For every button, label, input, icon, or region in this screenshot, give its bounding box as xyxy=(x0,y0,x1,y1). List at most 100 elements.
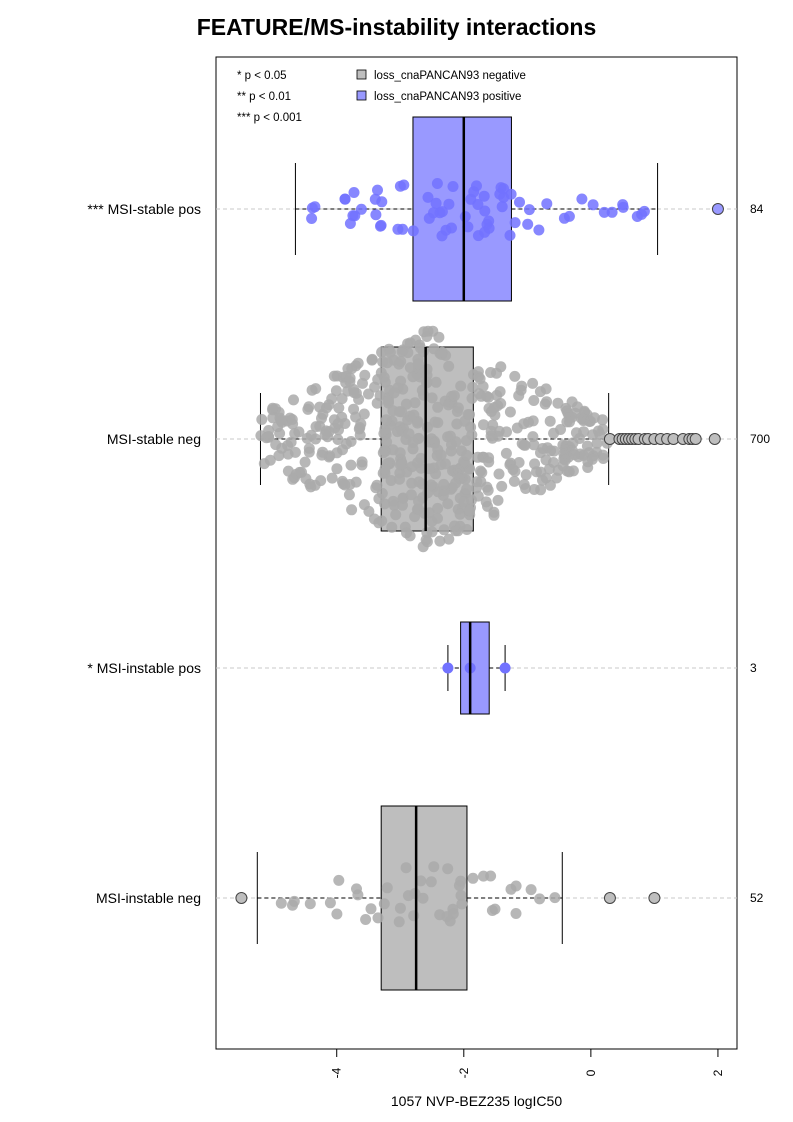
data-point xyxy=(309,479,321,491)
data-point xyxy=(352,357,364,369)
data-point xyxy=(465,421,477,433)
x-tick-label: -4 xyxy=(330,1067,344,1078)
data-point xyxy=(492,494,504,506)
data-point xyxy=(552,397,564,409)
data-point xyxy=(523,204,535,216)
data-point xyxy=(408,910,420,922)
data-point xyxy=(328,414,340,426)
data-point xyxy=(357,377,368,389)
data-point xyxy=(474,373,486,385)
data-point xyxy=(394,406,405,418)
data-point xyxy=(444,430,456,442)
data-point xyxy=(559,454,571,466)
data-point xyxy=(380,427,392,439)
data-point xyxy=(522,218,534,230)
data-point xyxy=(275,897,287,909)
data-point xyxy=(509,217,521,229)
data-point xyxy=(326,472,338,484)
data-point xyxy=(461,449,473,461)
data-point xyxy=(528,439,540,451)
data-point xyxy=(489,903,501,915)
data-point xyxy=(432,502,444,514)
chart-title: FEATURE/MS-instability interactions xyxy=(196,14,597,40)
data-point xyxy=(508,475,520,487)
data-point xyxy=(507,464,519,475)
data-point xyxy=(494,386,506,398)
data-point xyxy=(459,211,471,223)
data-point xyxy=(476,467,488,478)
data-point xyxy=(421,527,433,539)
box xyxy=(412,116,512,302)
data-point xyxy=(396,458,408,470)
data-point xyxy=(436,349,448,360)
data-point xyxy=(429,437,440,449)
outlier-point xyxy=(708,433,721,445)
data-point xyxy=(300,473,312,485)
data-point xyxy=(415,452,427,464)
data-point xyxy=(510,880,522,892)
group-n-label: 84 xyxy=(750,202,764,216)
data-point xyxy=(372,184,383,196)
data-point xyxy=(588,412,600,424)
x-tick-label: 2 xyxy=(711,1069,725,1076)
data-point xyxy=(543,463,555,475)
data-point xyxy=(285,436,297,448)
data-point xyxy=(429,416,441,428)
data-point xyxy=(350,411,362,423)
data-point xyxy=(509,370,521,382)
data-point xyxy=(414,342,426,354)
data-point xyxy=(310,433,322,445)
data-point xyxy=(345,459,357,471)
data-point xyxy=(496,480,508,492)
data-point xyxy=(438,524,450,536)
data-point xyxy=(393,916,405,928)
data-point xyxy=(454,508,466,520)
data-point xyxy=(442,863,454,875)
data-point xyxy=(394,447,406,459)
data-point xyxy=(304,898,316,910)
data-point xyxy=(418,326,430,338)
data-point xyxy=(339,479,351,491)
data-point xyxy=(336,393,348,405)
significance-legend-item: * p < 0.05 xyxy=(237,70,287,82)
data-point xyxy=(317,408,329,420)
data-point xyxy=(638,205,650,217)
data-point xyxy=(430,197,442,209)
data-point xyxy=(548,427,560,439)
data-point xyxy=(330,385,342,397)
data-point xyxy=(404,337,416,349)
data-point xyxy=(403,428,415,440)
data-point xyxy=(448,390,460,402)
data-point xyxy=(443,360,455,372)
data-point xyxy=(606,206,618,218)
data-point xyxy=(432,401,444,413)
data-point xyxy=(397,493,409,504)
data-point xyxy=(316,449,328,461)
data-point xyxy=(527,415,539,427)
data-point xyxy=(392,223,404,235)
data-point xyxy=(561,465,573,477)
data-point xyxy=(485,430,497,442)
data-point xyxy=(461,524,473,535)
outlier-point xyxy=(603,892,616,904)
data-point xyxy=(385,475,397,486)
data-point xyxy=(470,482,482,494)
data-point xyxy=(264,454,276,466)
data-point xyxy=(438,478,450,490)
data-point xyxy=(306,213,318,224)
data-point xyxy=(394,180,406,192)
data-point xyxy=(345,436,357,447)
data-point xyxy=(379,498,391,510)
data-point xyxy=(371,479,383,491)
data-point xyxy=(539,398,551,410)
data-point xyxy=(306,202,318,214)
data-point xyxy=(347,210,359,222)
data-point xyxy=(256,414,268,425)
data-point xyxy=(299,456,311,468)
data-point xyxy=(358,408,370,420)
data-point xyxy=(551,472,563,484)
data-point xyxy=(537,474,548,486)
data-point xyxy=(483,222,495,234)
data-point xyxy=(500,447,512,459)
